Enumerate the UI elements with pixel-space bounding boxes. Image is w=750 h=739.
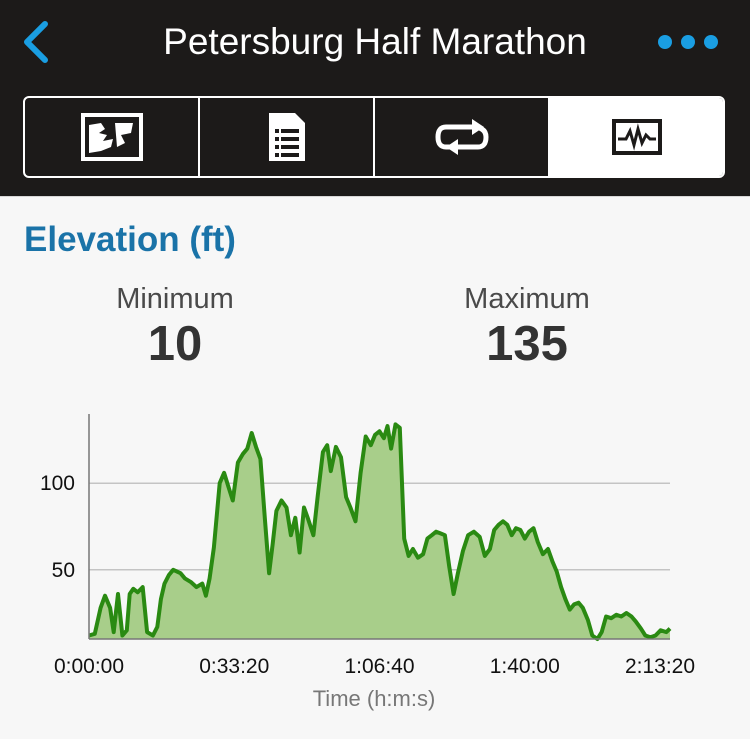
minimum-label: Minimum <box>116 283 234 315</box>
laps-loop-icon <box>434 119 489 155</box>
chart-icon <box>611 119 662 155</box>
tab-chart[interactable] <box>550 98 723 176</box>
elevation-chart: 50 100 0:00:00 0:33:20 1:06:40 1:40:00 2:13:20… <box>40 414 695 711</box>
more-horizontal-icon <box>658 35 672 49</box>
navigation-bar: Petersburg Half Marathon <box>0 0 750 196</box>
section-title: Elevation (ft) <box>24 220 236 259</box>
more-horizontal-icon <box>681 35 695 49</box>
maximum-stat: Maximum 135 <box>427 282 627 372</box>
more-horizontal-icon <box>704 35 718 49</box>
chevron-left-icon <box>24 21 48 63</box>
elevation-area <box>89 424 670 639</box>
x-axis-title: Time (h:m:s) <box>313 686 436 711</box>
header-divider <box>0 196 750 197</box>
y-tick-label: 50 <box>52 559 75 582</box>
maximum-label: Maximum <box>464 283 590 315</box>
page-title: Petersburg Half Marathon <box>163 21 587 62</box>
minimum-stat: Minimum 10 <box>80 282 270 372</box>
x-tick-label: 1:40:00 <box>490 655 560 678</box>
tab-laps[interactable] <box>375 98 550 176</box>
back-button[interactable] <box>14 14 58 70</box>
x-tick-label: 1:06:40 <box>344 655 414 678</box>
more-button[interactable] <box>658 30 718 54</box>
x-tick-label: 0:00:00 <box>54 655 124 678</box>
y-tick-label: 100 <box>40 472 75 495</box>
tab-details[interactable] <box>200 98 375 176</box>
map-icon <box>80 113 143 161</box>
minimum-value: 10 <box>147 317 203 371</box>
tab-map[interactable] <box>25 98 200 176</box>
elevation-line <box>88 422 672 641</box>
view-segmented-control <box>23 96 725 178</box>
maximum-value: 135 <box>486 317 568 371</box>
x-tick-label: 0:33:20 <box>199 655 269 678</box>
x-tick-label: 2:13:20 <box>625 655 695 678</box>
details-list-icon <box>268 113 305 161</box>
